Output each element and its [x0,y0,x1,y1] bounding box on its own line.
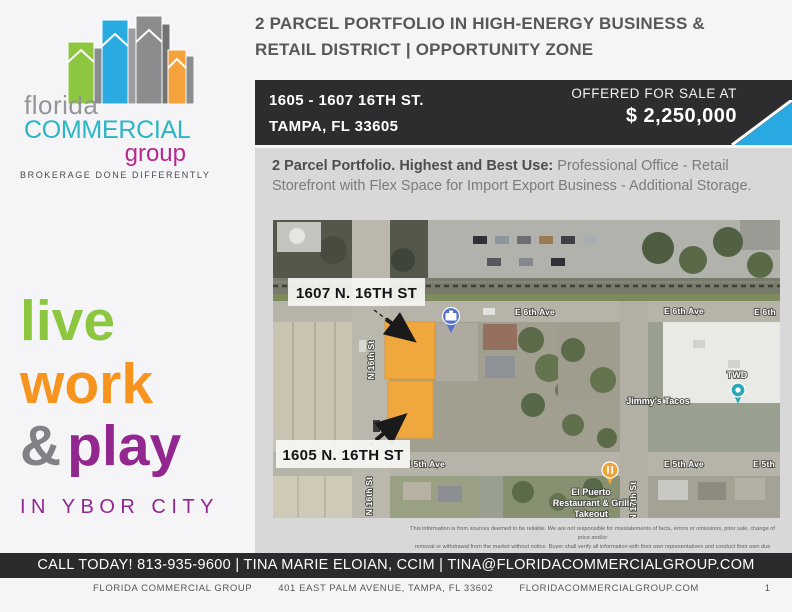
parcel-label-1605: 1605 N. 16TH ST [282,447,403,464]
brand-tagline: BROKERAGE DONE DIFFERENTLY [20,170,211,180]
buildings-logo-icon [67,15,194,104]
offer-bar: 1605 - 1607 16TH ST. TAMPA, FL 33605 OFF… [255,80,792,145]
offered-for-sale-label: OFFERED FOR SALE AT [571,86,737,101]
logo-word-group: group [124,140,186,167]
footer-website: FLORIDACOMMERCIALGROUP.COM [519,583,699,594]
parcel-highlight-1607 [384,321,436,380]
price-value: $ 2,250,000 [625,105,737,127]
word-ampersand: & [20,414,62,478]
logo-word-commercial: COMMERCIAL [24,116,191,144]
live-work-play-art: live work & play IN YBOR CITY [20,289,219,518]
offer-price-block: OFFERED FOR SALE AT $ 2,250,000 [571,86,737,128]
street-label-e6th-2: E 6th Ave [664,306,704,316]
poi-label-elpuerto-2: Restaurant & Grill [553,498,630,508]
restaurant-pin-icon [601,461,619,485]
company-logo: florida COMMERCIAL group BROKERAGE DONE … [0,0,250,190]
word-and-play: & play [20,418,219,475]
business-pin-icon [441,306,461,333]
word-play: play [67,414,182,478]
road-n-16th-st [352,220,390,518]
poi-label-twd: TWD [727,370,748,380]
street-label-n17th: N 17th St [628,482,638,518]
twd-pin-icon [730,382,746,404]
logo-word-florida: florida [24,90,99,120]
street-labels: E 6th Ave E 6th Ave E 6th E 5th Ave E 5t… [363,305,776,518]
corner-accent-triangle [731,100,792,145]
word-work: work [20,352,154,416]
content-panel: 2 Parcel Portfolio. Highest and Best Use… [255,148,792,560]
page-title: 2 PARCEL PORTFOLIO IN HIGH-ENERGY BUSINE… [255,11,790,64]
description-body: Professional Office - Retail Storefront … [272,158,752,195]
street-label-n16th-2: N 16th St [364,477,374,516]
aerial-map: E 6th Ave E 6th Ave E 6th E 5th Ave E 5t… [273,220,780,518]
road-n-17th-st [620,301,648,518]
property-address-line2: TAMPA, FL 33605 [269,117,399,135]
description-lead: 2 Parcel Portfolio. Highest and Best Use… [272,158,554,174]
parcel-label-1607: 1607 N. 16TH ST [296,285,417,302]
poi-label-elpuerto-1: El Puerto [571,487,611,497]
property-address: 1605 - 1607 16TH ST. TAMPA, FL 33605 [269,88,424,139]
parcel-callout-1607: 1607 N. 16TH ST [288,278,425,343]
word-live: live [20,289,116,353]
parcel-highlight-1605 [387,380,434,439]
map-disclaimer-line1: This information is from sources deemed … [410,526,775,542]
page-number: 1 [764,583,770,594]
poi-labels: Jimmy's Tacos TWD El Puerto Restaurant &… [552,369,749,518]
page-title-line1: 2 PARCEL PORTFOLIO IN HIGH-ENERGY BUSINE… [255,14,705,33]
street-label-e6th-3: E 6th [754,307,776,317]
street-label-e5th-1: E 5th Ave [405,459,445,469]
street-label-e5th-2: E 5th Ave [664,459,704,469]
word-in-ybor-city: IN YBOR CITY [20,496,219,518]
footer: FLORIDA COMMERCIAL GROUP 401 EAST PALM A… [0,583,792,594]
twd-building-roof [663,322,780,403]
contact-bar: CALL TODAY! 813-935-9600 | TINA MARIE EL… [0,553,792,578]
footer-address: 401 EAST PALM AVENUE, TAMPA, FL 33602 [278,583,494,594]
street-label-n16th-1: N 16th St [366,341,376,380]
street-label-e6th-1: E 6th Ave [515,307,555,317]
page-title-line2: RETAIL DISTRICT | OPPORTUNITY ZONE [255,40,594,60]
property-description: 2 Parcel Portfolio. Highest and Best Use… [272,156,780,197]
footer-company: FLORIDA COMMERCIAL GROUP [93,583,253,594]
poi-label-jimmys-tacos: Jimmy's Tacos [626,396,690,406]
parcel-callout-1605: 1605 N. 16TH ST [276,413,410,468]
poi-label-elpuerto-3: Takeout [574,509,608,518]
street-label-e5th-3: E 5th [753,459,775,469]
property-address-line1: 1605 - 1607 16TH ST. [269,92,424,109]
